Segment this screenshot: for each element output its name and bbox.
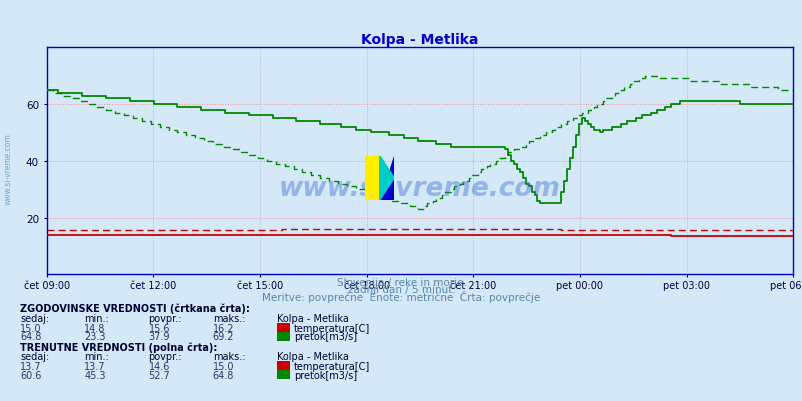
Text: ZGODOVINSKE VREDNOSTI (črtkana črta):: ZGODOVINSKE VREDNOSTI (črtkana črta): [20,302,249,313]
Text: 13.7: 13.7 [84,361,106,371]
Text: www.si-vreme.com: www.si-vreme.com [3,133,13,204]
Bar [365,156,379,200]
Polygon shape [379,156,394,200]
Text: temperatura[C]: temperatura[C] [294,361,370,371]
Text: 16.2: 16.2 [213,323,234,333]
Text: 13.7: 13.7 [20,361,42,371]
Text: min.:: min.: [84,313,109,323]
Text: 64.8: 64.8 [213,370,234,380]
Title: Kolpa - Metlika: Kolpa - Metlika [361,33,478,47]
Text: pretok[m3/s]: pretok[m3/s] [294,332,357,342]
Text: maks.:: maks.: [213,313,245,323]
Text: Meritve: povprečne  Enote: metrične  Črta: povprečje: Meritve: povprečne Enote: metrične Črta:… [262,291,540,303]
Text: temperatura[C]: temperatura[C] [294,323,370,333]
Text: 14.8: 14.8 [84,323,106,333]
Text: min.:: min.: [84,351,109,361]
Polygon shape [379,156,394,200]
Text: sedaj:: sedaj: [20,313,49,323]
Text: maks.:: maks.: [213,351,245,361]
Text: 52.7: 52.7 [148,370,170,380]
Text: Slovenija / reke in morje.: Slovenija / reke in morje. [336,277,466,288]
Text: 69.2: 69.2 [213,332,234,342]
Text: 37.9: 37.9 [148,332,170,342]
Text: sedaj:: sedaj: [20,351,49,361]
Text: povpr.:: povpr.: [148,351,182,361]
Text: povpr.:: povpr.: [148,313,182,323]
Text: 23.3: 23.3 [84,332,106,342]
Text: 60.6: 60.6 [20,370,42,380]
Text: pretok[m3/s]: pretok[m3/s] [294,370,357,380]
Text: Kolpa - Metlika: Kolpa - Metlika [277,313,349,323]
Text: www.si-vreme.com: www.si-vreme.com [278,176,561,202]
Text: TRENUTNE VREDNOSTI (polna črta):: TRENUTNE VREDNOSTI (polna črta): [20,342,217,352]
Text: 64.8: 64.8 [20,332,42,342]
Text: 15.0: 15.0 [213,361,234,371]
Text: Kolpa - Metlika: Kolpa - Metlika [277,351,349,361]
Text: 45.3: 45.3 [84,370,106,380]
Text: zadnji dan / 5 minut.: zadnji dan / 5 minut. [347,285,455,295]
Text: 15.6: 15.6 [148,323,170,333]
Text: 15.0: 15.0 [20,323,42,333]
Text: 14.6: 14.6 [148,361,170,371]
